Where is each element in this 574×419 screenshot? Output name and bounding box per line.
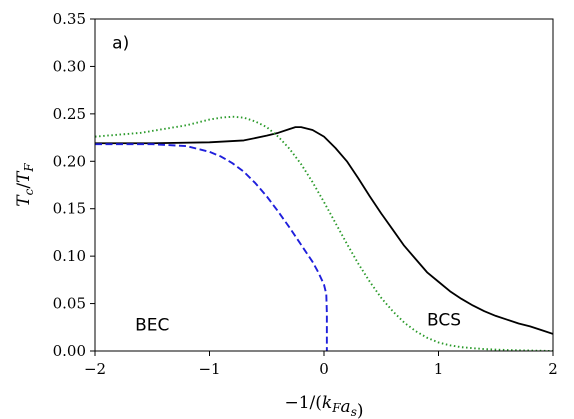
y-axis-label: Tc/TF (14, 163, 36, 207)
annotation-bcs: BCS (427, 311, 461, 331)
y-tick-label: 0.10 (53, 247, 86, 265)
annotations-layer: a) BEC BCS (112, 34, 461, 336)
x-axis-label: −1/(kFas) (284, 393, 363, 419)
series-line-dotted (95, 115, 553, 351)
series-layer (95, 115, 553, 351)
x-tick-label: 0 (319, 360, 329, 378)
annotation-a: a) (112, 34, 129, 54)
x-tick-label: 2 (548, 360, 558, 378)
annotation-bec: BEC (135, 315, 169, 335)
y-tick-label: 0.15 (53, 200, 86, 218)
plot-frame (94, 18, 554, 352)
y-tick-label: 0.05 (53, 295, 86, 313)
series-line-solid (95, 126, 553, 335)
x-tick-label: −2 (84, 360, 106, 378)
y-tick-label: 0.20 (53, 152, 86, 170)
y-tick-label: 0.35 (53, 10, 86, 28)
axes-layer: −2 −1 0 1 2 0.00 0.05 0.10 0.15 0.20 0.25 0.30 0.35 −… (14, 10, 558, 419)
y-tick-label: 0.00 (53, 342, 86, 360)
y-tick-label: 0.25 (53, 105, 86, 123)
x-tick-label: 1 (434, 360, 444, 378)
x-tick-label: −1 (198, 360, 220, 378)
y-tick-label: 0.30 (53, 57, 86, 75)
series-line-dashed (95, 143, 328, 351)
